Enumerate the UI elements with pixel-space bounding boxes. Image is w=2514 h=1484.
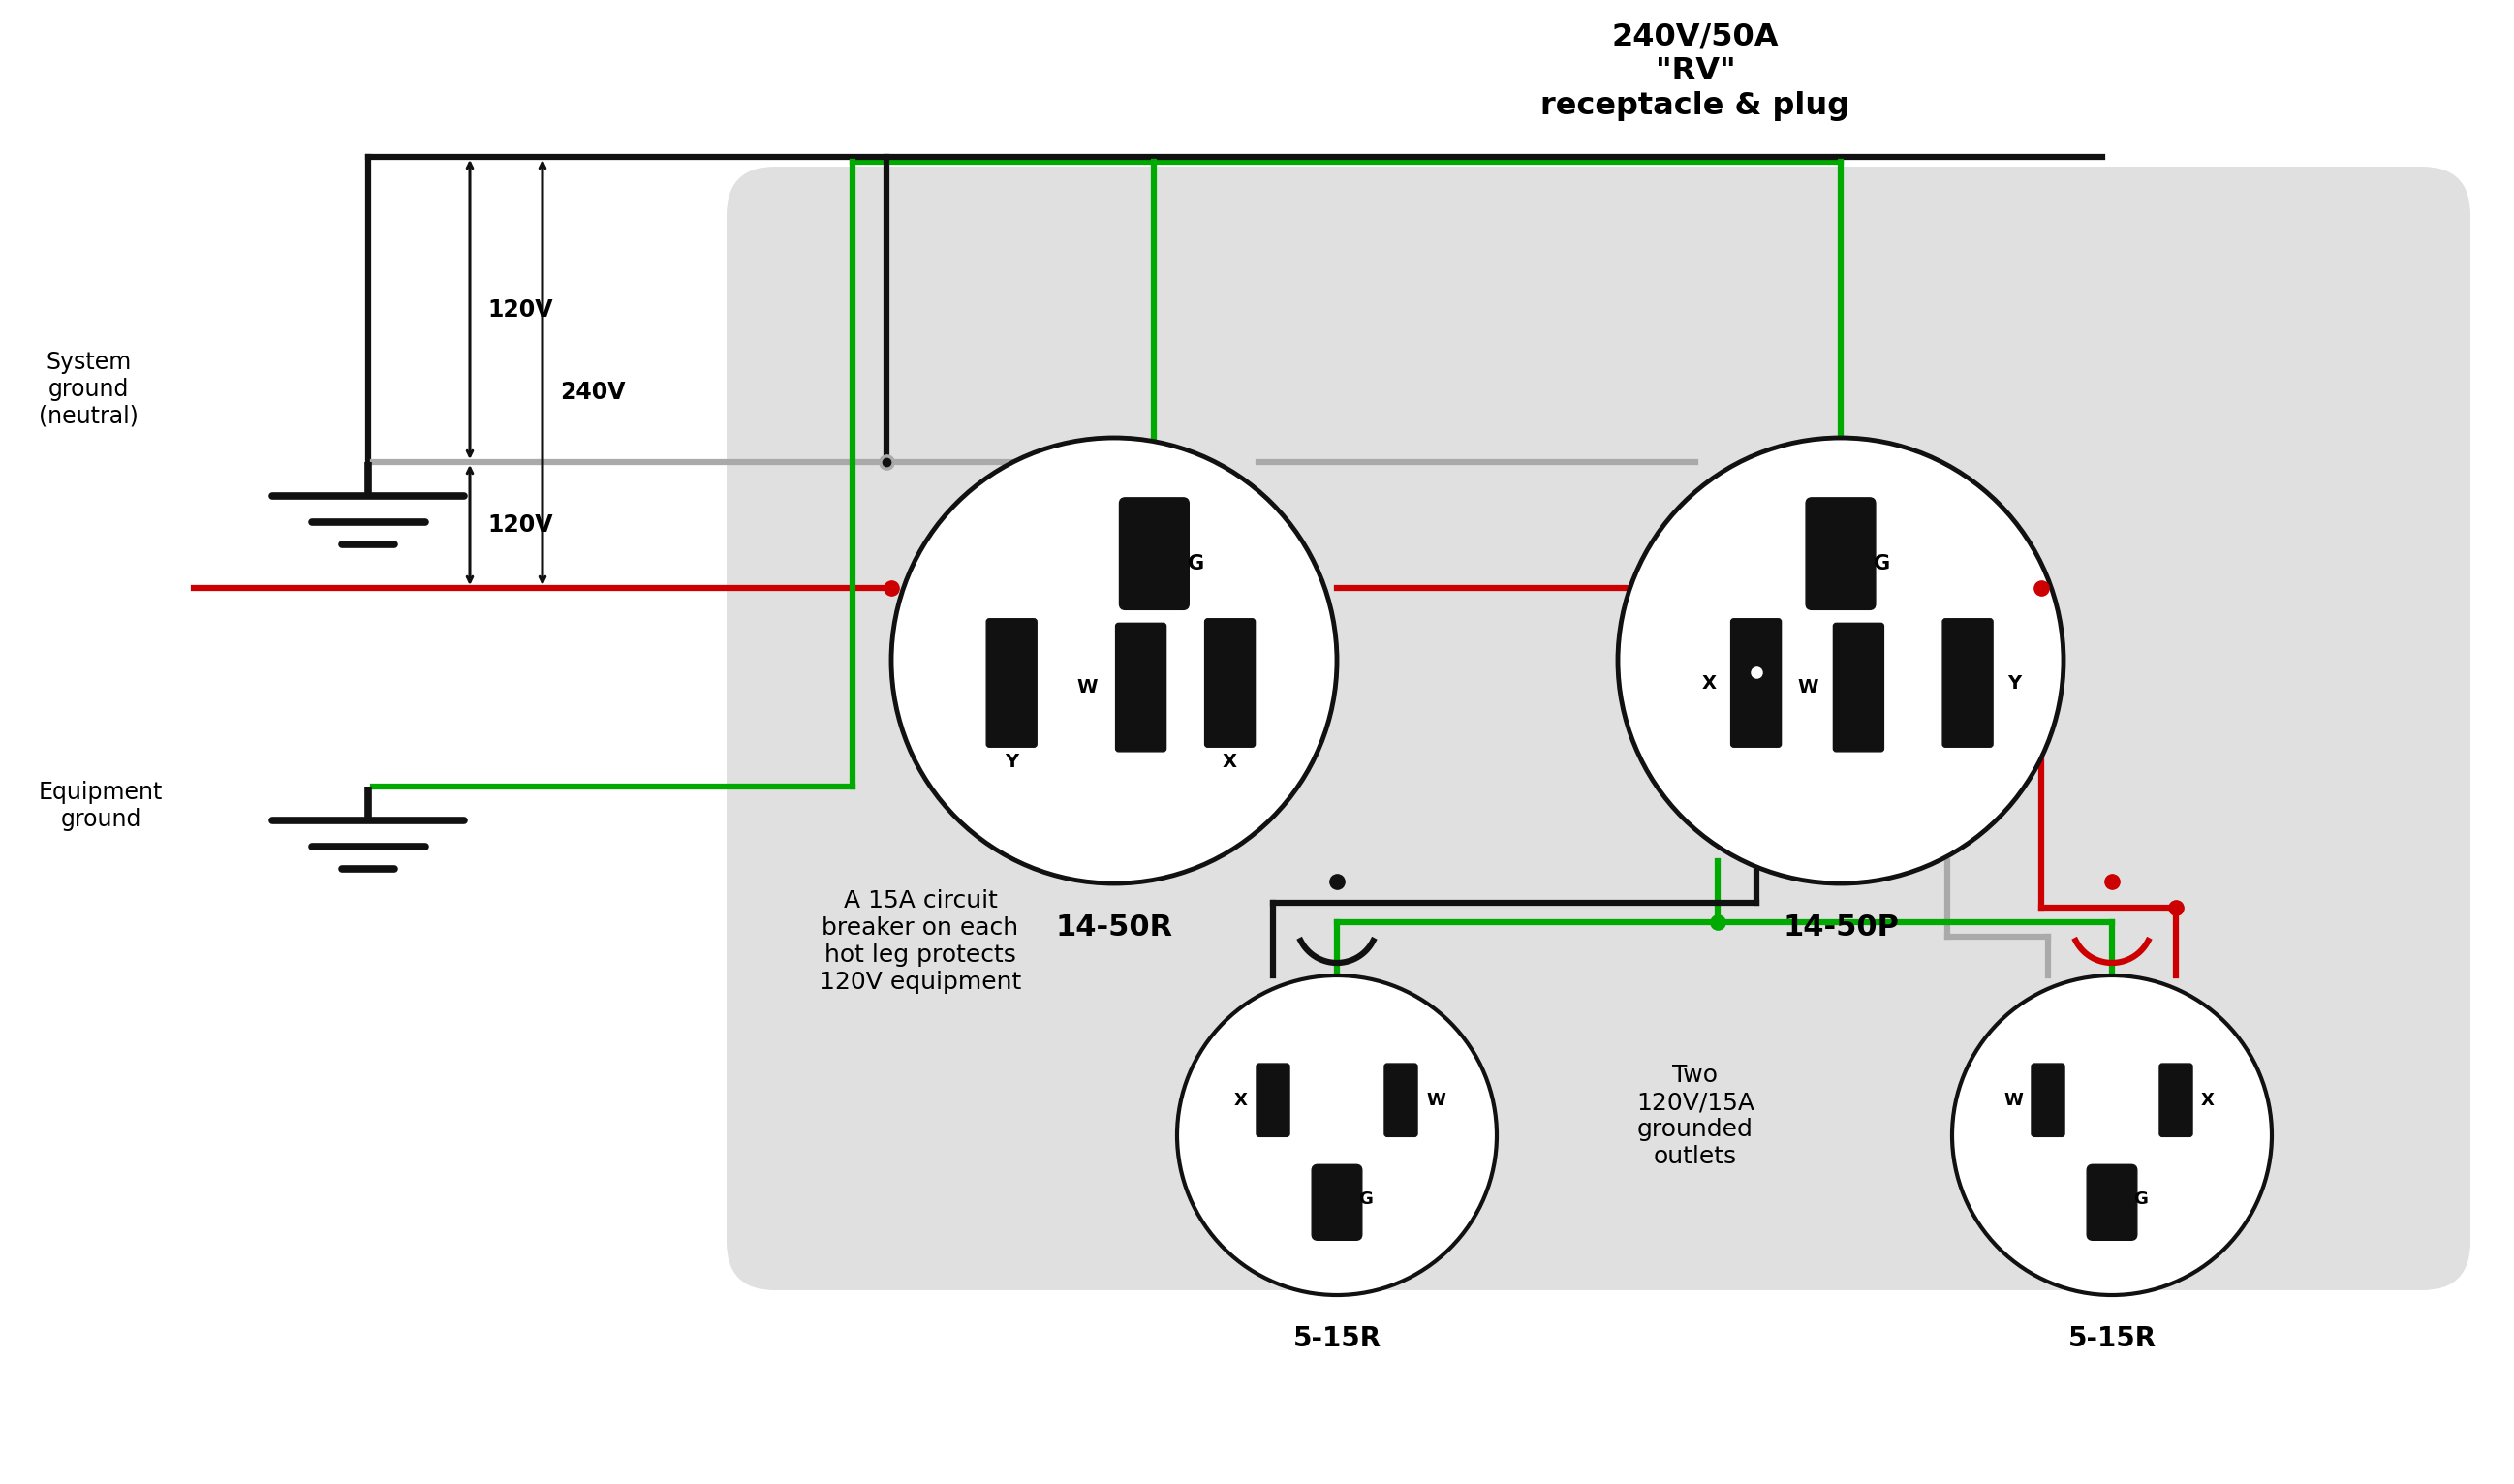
FancyBboxPatch shape [1204,619,1254,746]
Text: Y: Y [1006,752,1018,770]
FancyBboxPatch shape [1257,1064,1290,1137]
Text: 14-50P: 14-50P [1782,913,1898,941]
Text: Two
120V/15A
grounded
outlets: Two 120V/15A grounded outlets [1637,1064,1755,1168]
FancyBboxPatch shape [1116,623,1166,751]
FancyBboxPatch shape [2031,1064,2064,1137]
Circle shape [1177,975,1496,1296]
Text: 120V: 120V [488,298,553,321]
Text: 5-15R: 5-15R [2069,1325,2157,1352]
Text: X: X [1702,674,1717,692]
Text: 240V/50A
"RV"
receptacle & plug: 240V/50A "RV" receptacle & plug [1541,21,1850,120]
FancyBboxPatch shape [1730,619,1782,746]
Text: Y: Y [2006,674,2021,692]
Text: G: G [1873,554,1891,573]
FancyBboxPatch shape [2087,1165,2137,1241]
Text: G: G [1358,1190,1373,1208]
FancyBboxPatch shape [1312,1165,1363,1241]
Text: G: G [1187,554,1204,573]
FancyBboxPatch shape [1833,623,1883,751]
FancyBboxPatch shape [2160,1064,2192,1137]
Text: 5-15R: 5-15R [1292,1325,1380,1352]
FancyBboxPatch shape [1943,619,1994,746]
Text: W: W [1798,678,1818,696]
Text: W: W [1425,1091,1446,1109]
Text: 120V: 120V [488,513,553,537]
FancyBboxPatch shape [1385,1064,1418,1137]
Text: 240V: 240V [561,380,626,404]
FancyBboxPatch shape [727,166,2471,1290]
Text: X: X [2202,1091,2215,1109]
Text: W: W [1076,678,1096,696]
Text: A 15A circuit
breaker on each
hot leg protects
120V equipment: A 15A circuit breaker on each hot leg pr… [820,889,1021,994]
FancyBboxPatch shape [1805,497,1875,610]
Text: System
ground
(neutral): System ground (neutral) [38,350,138,427]
Circle shape [1951,975,2273,1296]
Text: W: W [2004,1091,2024,1109]
Text: 14-50R: 14-50R [1056,913,1172,941]
Text: G: G [2134,1190,2147,1208]
FancyBboxPatch shape [985,619,1036,746]
Text: Equipment
ground: Equipment ground [38,781,163,831]
Circle shape [1619,438,2064,883]
Text: X: X [1222,752,1237,770]
FancyBboxPatch shape [1119,497,1189,610]
Circle shape [892,438,1337,883]
Text: X: X [1234,1091,1247,1109]
